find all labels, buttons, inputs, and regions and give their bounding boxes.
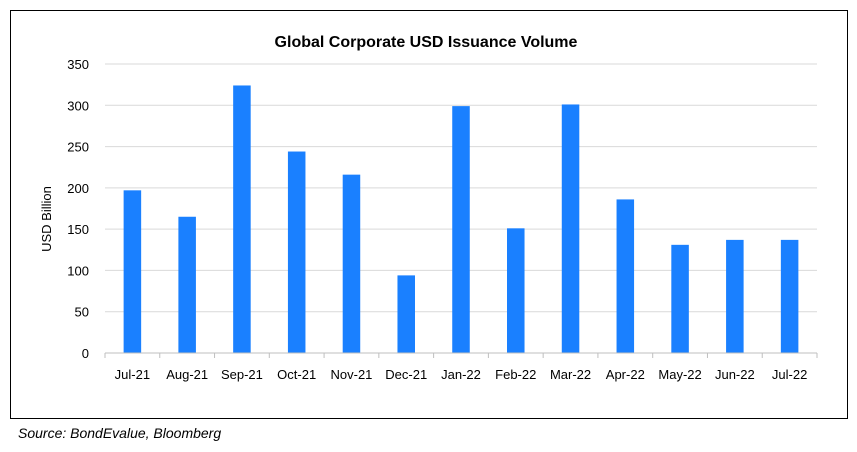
bar-Aug-21 [178, 216, 196, 353]
bar-Feb-22 [507, 228, 525, 353]
y-tick-label: 150 [67, 222, 89, 237]
y-tick-label: 100 [67, 263, 89, 278]
y-tick-label: 250 [67, 140, 89, 155]
bar-Jul-22 [780, 239, 799, 353]
x-tick-label: Aug-21 [166, 367, 208, 382]
y-tick-label: 50 [75, 305, 89, 320]
x-tick-label: Nov-21 [331, 367, 373, 382]
x-tick-label: Sep-21 [221, 367, 263, 382]
axes: 0 50 100 150 200 250 300 350 Jul-21 Aug-21 Sep-21 O… [67, 57, 818, 382]
x-tick-label: Feb-22 [495, 367, 536, 382]
y-axis-label: USD Billion [39, 186, 54, 252]
bar-May-22 [671, 244, 689, 353]
bar-Nov-21 [342, 174, 361, 353]
x-tick-label: May-22 [658, 367, 701, 382]
bar-chart: Global Corporate USD Issuance Volume USD… [39, 34, 818, 382]
bars [123, 85, 799, 354]
y-tick-label: 350 [67, 57, 89, 72]
x-tick-label: Jul-22 [772, 367, 807, 382]
source-note: Source: BondEvalue, Bloomberg [18, 425, 222, 441]
bar-Oct-21 [287, 151, 306, 353]
y-tick-label: 200 [67, 181, 89, 196]
x-tick-label: Oct-21 [277, 367, 316, 382]
bar-Jan-22 [452, 106, 470, 354]
chart-frame: Global Corporate USD Issuance Volume USD… [10, 10, 848, 419]
x-tick-label: Jul-21 [115, 367, 150, 382]
y-tick-label: 0 [82, 346, 89, 361]
bar-Jun-22 [726, 239, 744, 353]
x-tick-label: Mar-22 [550, 367, 591, 382]
x-tick-label: Jan-22 [441, 367, 481, 382]
bar-Sep-21 [233, 85, 251, 354]
x-tick-label: Apr-22 [606, 367, 645, 382]
bar-Dec-21 [397, 275, 415, 353]
bar-Mar-22 [561, 104, 580, 354]
chart-title: Global Corporate USD Issuance Volume [275, 34, 578, 51]
bar-Apr-22 [616, 199, 635, 353]
bar-Jul-21 [123, 190, 142, 353]
y-tick-label: 300 [67, 98, 89, 113]
x-tick-label: Dec-21 [385, 367, 427, 382]
x-tick-label: Jun-22 [715, 367, 755, 382]
